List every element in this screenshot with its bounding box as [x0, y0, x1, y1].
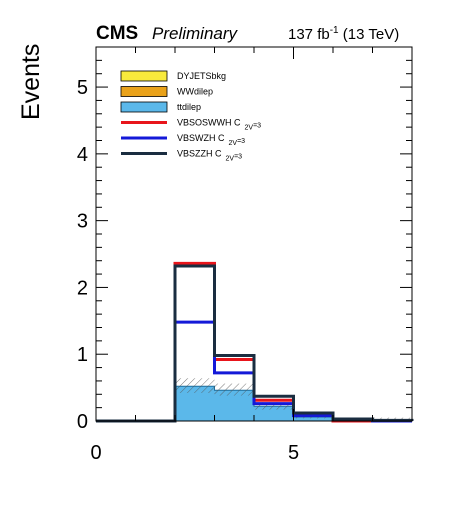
x-tick-label: 5: [288, 442, 299, 464]
uncertainty-bin: [175, 378, 215, 393]
axis-ticks: 0 1 2 3 4 5 0 5: [77, 46, 413, 464]
VBSOSWWH-C-legend-label: VBSOSWWH C2V=3: [177, 118, 261, 132]
VBSZZH-C-legend-label: VBSZZH C2V=3: [177, 149, 242, 163]
ttdilep-bar: [254, 406, 294, 421]
uncertainty-bin: [254, 402, 294, 410]
x-tick-label: 0: [90, 442, 101, 464]
y-tick-label: 1: [77, 344, 88, 366]
ttdilep-bar: [293, 416, 333, 421]
y-tick-label: 0: [77, 411, 88, 433]
y-tick-label: 3: [77, 211, 88, 233]
signal-curves: [96, 261, 414, 423]
ttdilep-legend-label: ttdilep: [177, 102, 201, 112]
y-axis-title: Events: [17, 44, 45, 120]
VBSZZH-C-line: [96, 264, 414, 423]
y-tick-label: 5: [77, 77, 88, 99]
y-tick-label: 2: [77, 277, 88, 299]
lumi-exponent: -1: [330, 25, 339, 36]
WWdilep-legend-label: WWdilep: [177, 87, 213, 97]
cms-label: CMS: [96, 23, 138, 44]
lumi-value: 137 fb: [288, 26, 330, 43]
DYJETSbkg-legend-swatch: [120, 70, 168, 82]
lumi-energy: (13 TeV): [339, 26, 400, 43]
luminosity-label: 137 fb-1 (13 TeV): [288, 25, 399, 43]
WWdilep-legend-swatch: [120, 86, 168, 97]
DYJETSbkg-legend-label: DYJETSbkg: [177, 71, 226, 81]
VBSWZH-C-legend-label: VBSWZH C2V=3: [177, 133, 245, 147]
uncertainty-bin: [214, 383, 254, 396]
y-tick-label: 4: [77, 144, 88, 166]
preliminary-label: Preliminary: [152, 24, 239, 43]
ttdilep-legend-swatch: [120, 101, 168, 113]
